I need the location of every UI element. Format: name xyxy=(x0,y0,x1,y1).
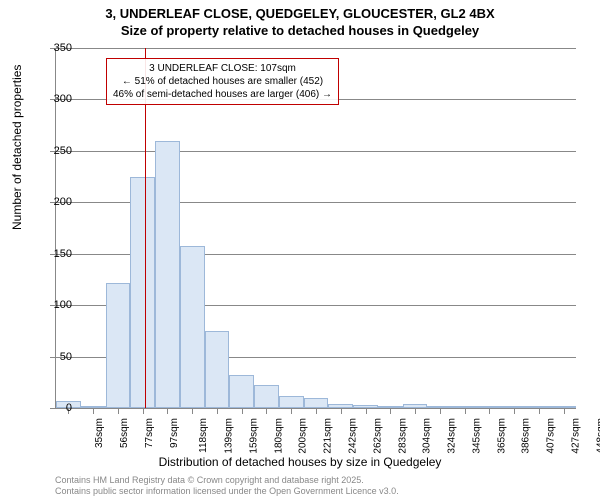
bar xyxy=(205,331,230,408)
x-tick-label: 365sqm xyxy=(496,418,507,454)
x-tick-label: 221sqm xyxy=(323,418,334,454)
x-tick-label: 200sqm xyxy=(298,418,309,454)
x-tick xyxy=(514,408,515,414)
x-tick xyxy=(440,408,441,414)
x-tick-label: 35sqm xyxy=(94,418,105,448)
annotation-box: 3 UNDERLEAF CLOSE: 107sqm ← 51% of detach… xyxy=(106,58,339,105)
x-tick-label: 159sqm xyxy=(249,418,260,454)
x-tick xyxy=(242,408,243,414)
x-tick-label: 407sqm xyxy=(546,418,557,454)
x-tick-label: 56sqm xyxy=(119,418,130,448)
x-tick-label: 324sqm xyxy=(447,418,458,454)
x-tick xyxy=(415,408,416,414)
x-tick-label: 97sqm xyxy=(169,418,180,448)
plot-area: 3 UNDERLEAF CLOSE: 107sqm ← 51% of detach… xyxy=(55,48,576,409)
x-tick-label: 77sqm xyxy=(144,418,155,448)
x-tick-label: 139sqm xyxy=(224,418,235,454)
title-line-1: 3, UNDERLEAF CLOSE, QUEDGELEY, GLOUCESTE… xyxy=(105,6,494,21)
grid-line xyxy=(56,151,576,152)
x-tick xyxy=(143,408,144,414)
x-tick xyxy=(217,408,218,414)
note-line-3: 46% of semi-detached houses are larger (… xyxy=(113,89,332,100)
x-tick-label: 283sqm xyxy=(397,418,408,454)
y-tick-label: 0 xyxy=(42,402,72,414)
x-tick xyxy=(539,408,540,414)
x-tick-label: 262sqm xyxy=(372,418,383,454)
note-line-2: ← 51% of detached houses are smaller (45… xyxy=(122,76,323,87)
x-tick xyxy=(291,408,292,414)
x-tick xyxy=(118,408,119,414)
y-tick-label: 300 xyxy=(42,93,72,105)
bar xyxy=(180,246,205,409)
chart-title: 3, UNDERLEAF CLOSE, QUEDGELEY, GLOUCESTE… xyxy=(0,0,600,40)
y-tick-label: 50 xyxy=(42,351,72,363)
x-tick-label: 180sqm xyxy=(273,418,284,454)
x-tick xyxy=(93,408,94,414)
bar xyxy=(155,141,180,408)
y-tick-label: 150 xyxy=(42,248,72,260)
y-axis-title: Number of detached properties xyxy=(10,65,24,230)
y-tick-label: 350 xyxy=(42,42,72,54)
y-tick-label: 200 xyxy=(42,196,72,208)
bar xyxy=(229,375,254,408)
bar xyxy=(304,398,329,408)
footer-line-1: Contains HM Land Registry data © Crown c… xyxy=(55,475,364,485)
footer: Contains HM Land Registry data © Crown c… xyxy=(55,475,399,497)
x-tick-label: 118sqm xyxy=(198,418,209,453)
x-tick xyxy=(564,408,565,414)
x-tick-label: 304sqm xyxy=(422,418,433,454)
note-line-1: 3 UNDERLEAF CLOSE: 107sqm xyxy=(149,63,296,74)
x-tick xyxy=(366,408,367,414)
x-tick-label: 427sqm xyxy=(570,418,581,454)
x-axis-title: Distribution of detached houses by size … xyxy=(0,455,600,469)
x-tick-label: 242sqm xyxy=(348,418,359,454)
x-tick-label: 386sqm xyxy=(521,418,532,454)
x-tick-label: 345sqm xyxy=(471,418,482,454)
y-tick-label: 250 xyxy=(42,145,72,157)
title-line-2: Size of property relative to detached ho… xyxy=(121,23,479,38)
x-tick xyxy=(465,408,466,414)
footer-line-2: Contains public sector information licen… xyxy=(55,486,399,496)
x-tick xyxy=(390,408,391,414)
x-tick xyxy=(167,408,168,414)
x-tick xyxy=(316,408,317,414)
x-tick xyxy=(266,408,267,414)
bar xyxy=(130,177,155,408)
x-tick xyxy=(341,408,342,414)
bar xyxy=(279,396,304,408)
grid-line xyxy=(56,48,576,49)
y-tick-label: 100 xyxy=(42,299,72,311)
bar xyxy=(106,283,131,408)
x-tick-label: 448sqm xyxy=(595,418,600,454)
bar xyxy=(254,385,279,408)
x-tick xyxy=(192,408,193,414)
chart-container: 3, UNDERLEAF CLOSE, QUEDGELEY, GLOUCESTE… xyxy=(0,0,600,500)
x-tick xyxy=(489,408,490,414)
